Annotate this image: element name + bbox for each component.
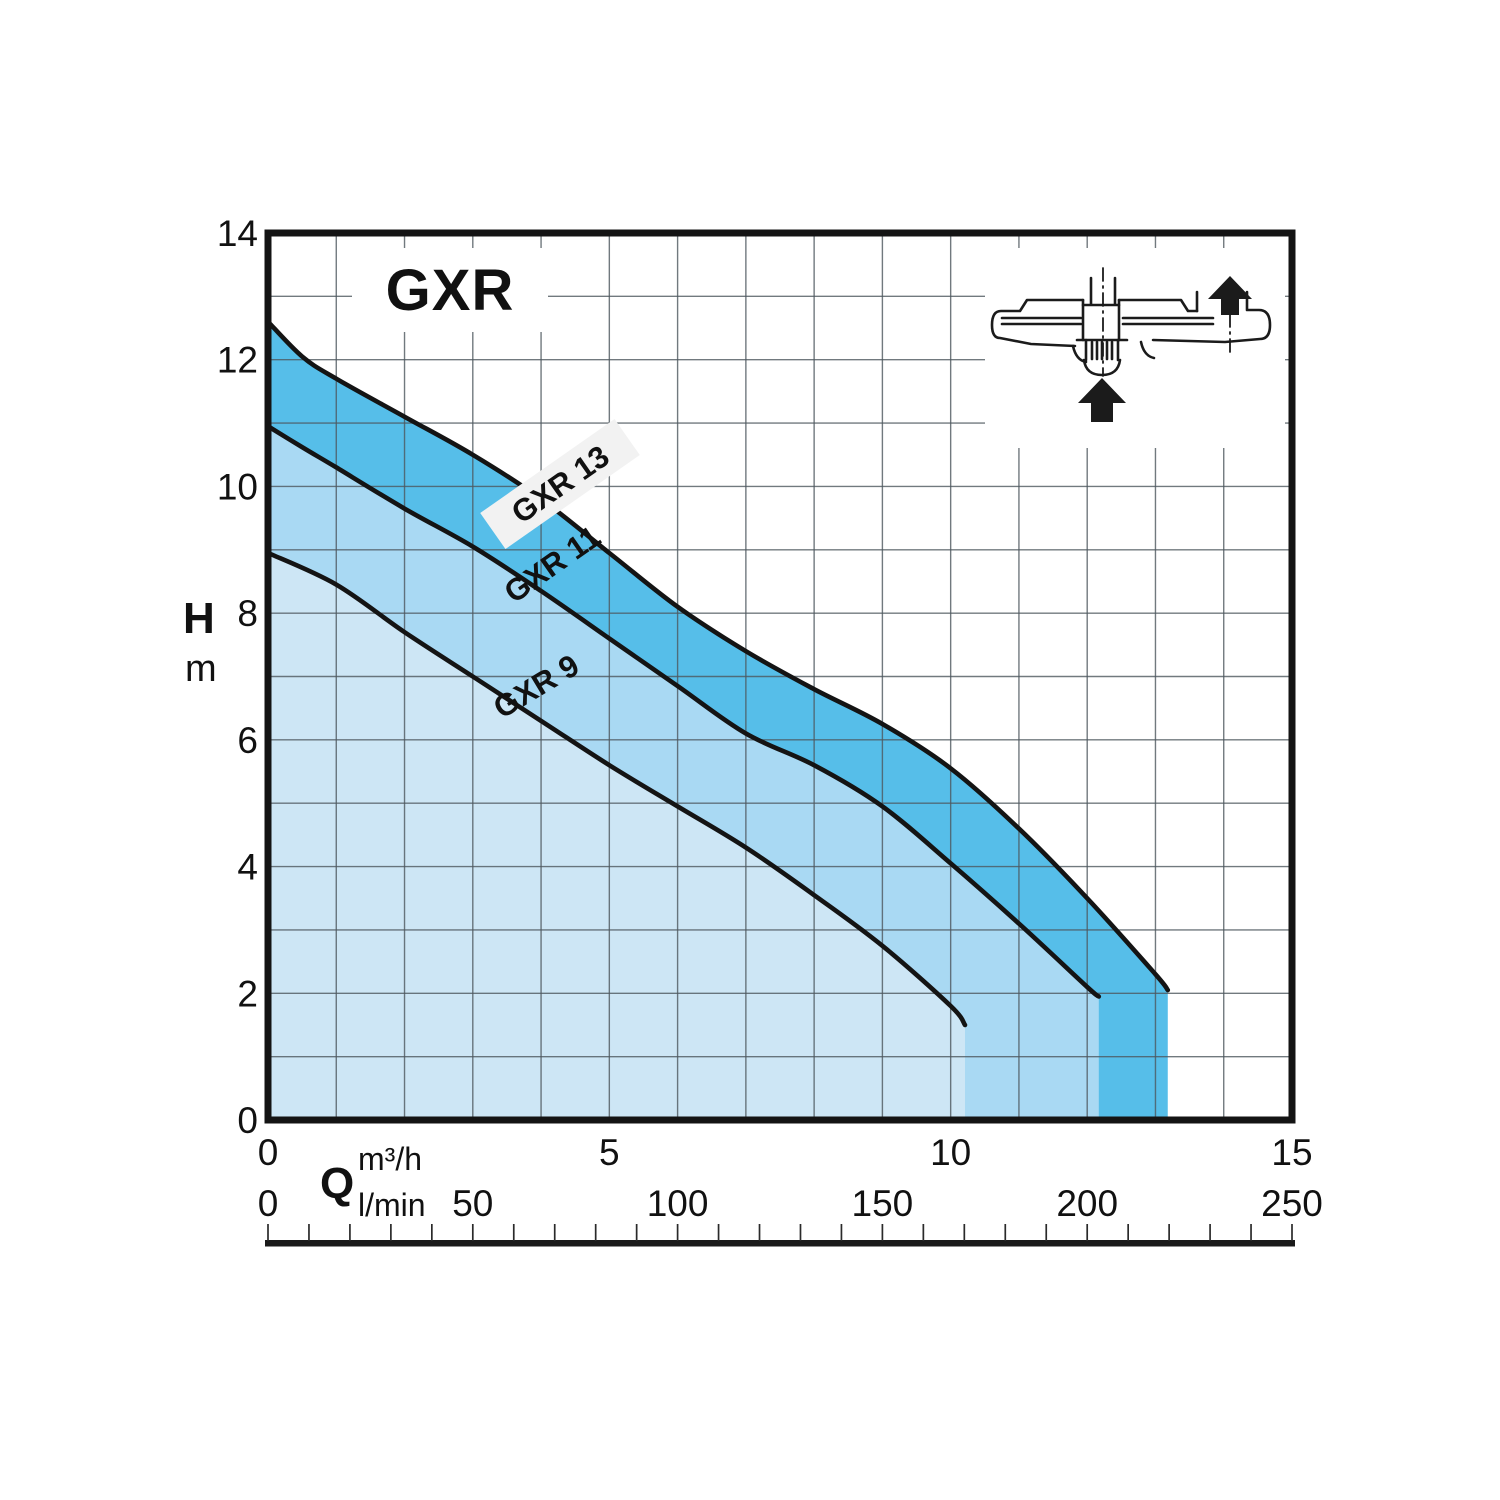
y-tick-label: 8 [237,593,258,634]
ruler-bar [265,1240,1295,1247]
y-tick-label: 0 [237,1100,258,1141]
pump-icon-backdrop [985,248,1285,448]
x-tick-label-lmin: 150 [852,1183,914,1224]
curve-gxr-11 [265,423,1102,999]
x-tick-label-lmin: 200 [1056,1183,1118,1224]
delivery-arrow-icon [1208,276,1252,315]
casing-left-outline [990,298,1085,348]
volute-hook [1139,340,1156,360]
x-tick-label-lmin: 100 [647,1183,709,1224]
x-tick-label-m3h: 5 [599,1132,620,1173]
nut-dome [1082,358,1122,377]
x-tick-label-m3h: 10 [930,1132,971,1173]
y-tick-label: 2 [237,973,258,1014]
x-tick-label-m3h: 0 [258,1132,279,1173]
pump-curves [265,319,1171,1028]
curve-gxr-9 [265,550,968,1028]
casing-right-top [1117,298,1199,313]
x-tick-label-m3h: 15 [1271,1132,1312,1173]
y-tick-label: 6 [237,720,258,761]
x-tick-label-lmin: 0 [258,1183,279,1224]
y-tick-label: 12 [217,340,258,381]
curve-gxr-13 [265,319,1171,993]
pump-section-icon [985,248,1285,448]
band-gxr-9 [268,552,966,1120]
x-axis-label: Q [320,1159,354,1208]
x-tick-label-lmin: 50 [452,1183,493,1224]
curve-label-bg [480,418,640,550]
y-axis-label: H [183,594,215,643]
x-axis-unit-m3h: m³/h [358,1141,422,1177]
y-axis-unit: m [185,648,217,690]
axis-labels: 0 2 4 6 8 10 12 14 Hm 0 5 10 15 Q m³/h l/min 0 50 100 150 20… [183,213,1323,1224]
lmin-ruler [265,1224,1295,1247]
y-tick-label: 10 [217,466,258,507]
chart-title: GXR [352,248,548,332]
suction-arrow-icon [1078,378,1126,422]
y-tick-label: 4 [237,847,258,888]
casing-right-outline [1151,290,1272,344]
x-axis-unit-lmin: l/min [358,1187,426,1223]
plot-border [264,229,1296,1124]
x-tick-label-lmin: 250 [1261,1183,1323,1224]
y-tick-label: 14 [217,213,258,254]
